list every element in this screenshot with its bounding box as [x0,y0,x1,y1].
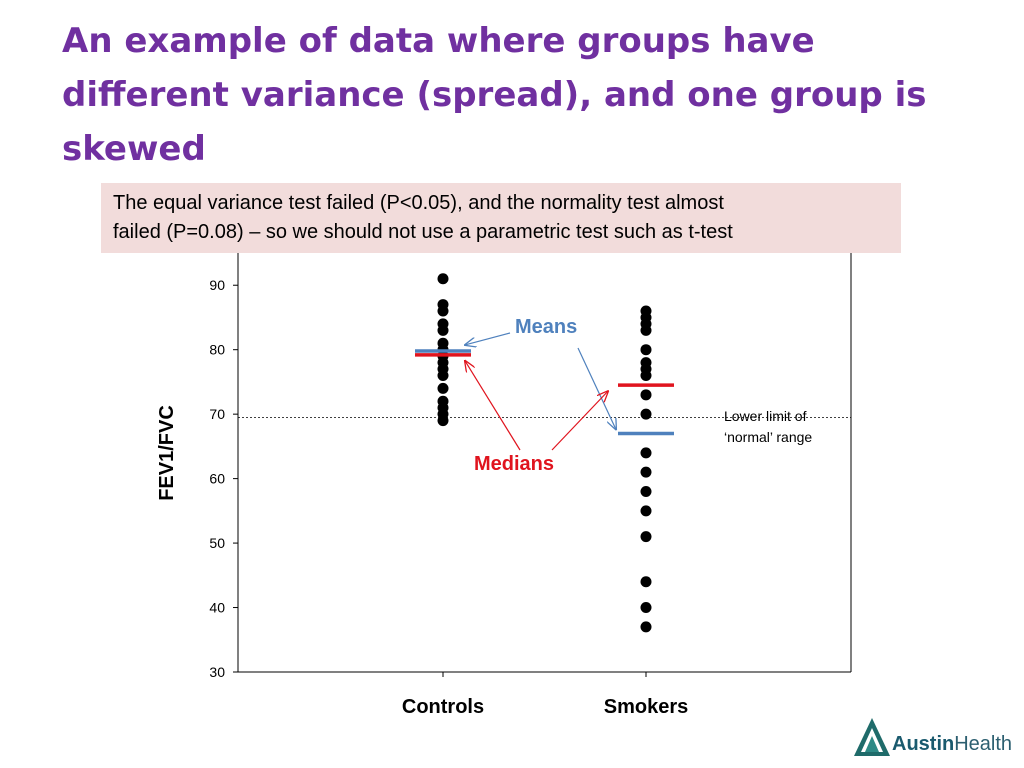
note-box: The equal variance test failed (P<0.05),… [101,183,901,253]
logo-name-bold: Austin [892,733,955,755]
point-smokers-12 [640,486,652,498]
point-smokers-9 [640,408,652,420]
austin-health-logo-icon [854,718,890,756]
x-label-controls: Controls [402,696,484,718]
y-tick-label-2: 50 [209,535,225,551]
y-tick-label-0: 30 [209,664,225,680]
point-smokers-3 [640,324,652,336]
point-smokers-16 [640,602,652,614]
medians-arrow-controls [465,361,521,451]
y-tick-label-4: 70 [209,406,225,422]
point-controls-2 [437,305,449,317]
point-controls-15 [437,415,449,427]
note-line-1: The equal variance test failed (P<0.05),… [113,192,724,214]
slide-title: An example of data where groups have dif… [62,21,927,169]
point-smokers-15 [640,576,652,588]
logo-text: AustinHealth [892,733,1012,756]
medians-arrow-smokers [551,391,608,451]
point-controls-10 [437,369,449,381]
point-smokers-7 [640,369,652,381]
point-smokers-10 [640,447,652,459]
x-label-smokers: Smokers [604,696,689,718]
medians-annotation: Medians [474,453,554,475]
note-line-2: failed (P=0.08) – so we should not use a… [113,221,733,243]
means-arrow-smokers [577,347,616,429]
means-annotation: Means [515,316,577,338]
point-smokers-17 [640,621,652,633]
point-smokers-14 [640,531,652,543]
point-smokers-8 [640,389,652,401]
y-tick-label-3: 60 [209,471,225,487]
y-tick-label-1: 40 [209,600,225,616]
point-smokers-4 [640,344,652,356]
y-axis-label: FEV1/FVC [156,405,178,501]
point-smokers-13 [640,505,652,517]
reference-line-label-1: Lower limit of [724,408,807,424]
y-tick-label-6: 90 [209,277,225,293]
point-controls-11 [437,382,449,394]
y-tick-label-5: 80 [209,342,225,358]
means-arrow-controls [465,332,511,345]
point-controls-4 [437,324,449,336]
point-smokers-11 [640,466,652,478]
reference-line-label-2: ‘normal’ range [724,429,812,445]
logo-name-regular: Health [954,733,1013,755]
point-controls-0 [437,273,449,285]
